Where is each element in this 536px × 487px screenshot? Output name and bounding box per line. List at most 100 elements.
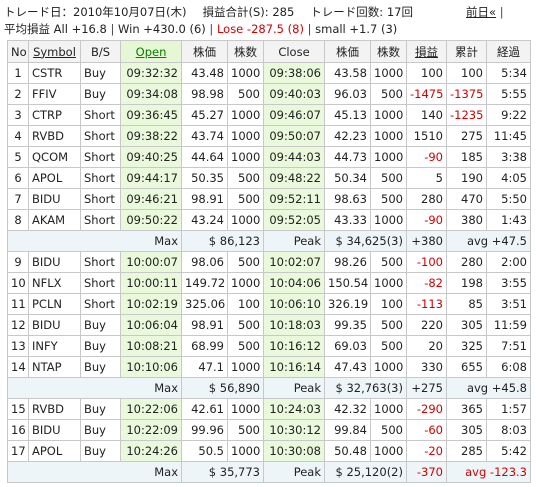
- cell-cumulative: 305: [446, 314, 487, 336]
- col-open[interactable]: Open: [120, 40, 182, 63]
- cell-no: 8: [7, 209, 29, 231]
- cell-symbol: QCOM: [28, 146, 81, 168]
- summary-header: トレード日：2010年10月07日(木) 損益合計(S): 285 トレード回数: …: [0, 0, 536, 40]
- cell-no: 14: [7, 356, 29, 378]
- summary-peak-value: $ 25,120(2): [324, 461, 407, 483]
- cell-open-shares: 1000: [227, 356, 264, 378]
- summary-group-total: +380: [406, 230, 447, 252]
- cell-pnl: 1510: [406, 125, 447, 147]
- cell-symbol: RVBD: [28, 125, 81, 147]
- col-open-price: 株価: [181, 40, 228, 63]
- cell-close-price: 150.54: [324, 272, 371, 294]
- cell-no: 15: [7, 398, 29, 420]
- cell-open-shares: 100: [227, 293, 264, 315]
- cell-symbol: APOL: [28, 440, 81, 462]
- cell-symbol: RVBD: [28, 398, 81, 420]
- cell-open-price: 99.96: [181, 419, 228, 441]
- cell-open-price: 98.91: [181, 188, 228, 210]
- cell-elapsed: 3:55: [486, 272, 531, 294]
- cell-close-shares: 500: [370, 419, 407, 441]
- cell-cumulative: 380: [446, 209, 487, 231]
- prev-day-link[interactable]: 前日«: [466, 5, 497, 19]
- cell-pnl: -82: [406, 272, 447, 294]
- cell-open-shares: 500: [227, 188, 264, 210]
- table-row: 7 BIDU Short 09:46:21 98.91 500 09:52:11 98.63 5…: [7, 188, 531, 210]
- cell-close-price: 42.23: [324, 125, 371, 147]
- cell-close-shares: 1000: [370, 146, 407, 168]
- cell-open-time: 09:34:08: [120, 83, 182, 105]
- cell-pnl: -1475: [406, 83, 447, 105]
- col-pnl[interactable]: 損益: [406, 40, 447, 63]
- cell-no: 16: [7, 419, 29, 441]
- cell-bs: Buy: [80, 398, 121, 420]
- cell-no: 13: [7, 335, 29, 357]
- cell-symbol: BIDU: [28, 251, 81, 273]
- col-cumulative: 累計: [446, 40, 487, 63]
- summary-peak-label: Peak: [263, 230, 325, 252]
- cell-cumulative: 85: [446, 293, 487, 315]
- cell-open-time: 10:08:21: [120, 335, 182, 357]
- cell-open-shares: 500: [227, 83, 264, 105]
- cell-pnl: 5: [406, 167, 447, 189]
- cell-bs: Buy: [80, 314, 121, 336]
- cell-elapsed: 11:59: [486, 314, 531, 336]
- cell-elapsed: 3:51: [486, 293, 531, 315]
- cell-pnl: 280: [406, 188, 447, 210]
- cell-open-price: 43.48: [181, 62, 228, 84]
- summary-max-label: Max: [7, 377, 182, 399]
- cell-open-price: 43.24: [181, 209, 228, 231]
- cell-bs: Short: [80, 104, 121, 126]
- cell-close-shares: 500: [370, 83, 407, 105]
- cell-pnl: -90: [406, 146, 447, 168]
- cell-elapsed: 4:05: [486, 167, 531, 189]
- table-row: 11 PCLN Short 10:02:19 325.06 100 10:06:10 326.…: [7, 293, 531, 315]
- cell-symbol: NTAP: [28, 356, 81, 378]
- cell-bs: Short: [80, 125, 121, 147]
- header-line-2: 平均損益 All +16.8 | Win +430.0 (6) | Lose -…: [4, 22, 398, 36]
- cell-close-price: 43.33: [324, 209, 371, 231]
- cell-symbol: BIDU: [28, 188, 81, 210]
- cell-close-shares: 1000: [370, 440, 407, 462]
- cell-close-shares: 1000: [370, 125, 407, 147]
- cell-open-shares: 1000: [227, 272, 264, 294]
- cell-elapsed: 5:42: [486, 440, 531, 462]
- cell-symbol: NFLX: [28, 272, 81, 294]
- col-symbol[interactable]: Symbol: [28, 40, 81, 63]
- col-open-shares: 株数: [227, 40, 264, 63]
- cell-symbol: CSTR: [28, 62, 81, 84]
- cell-symbol: AKAM: [28, 209, 81, 231]
- summary-group-avg: avg -123.3: [446, 461, 531, 483]
- trade-count: 17回: [386, 5, 413, 19]
- table-row: 15 RVBD Buy 10:22:06 42.61 1000 10:24:03 42.32 1…: [7, 398, 531, 420]
- cell-pnl: 220: [406, 314, 447, 336]
- table-row: 8 AKAM Short 09:50:22 43.24 1000 09:52:05 43.33…: [7, 209, 531, 231]
- cell-close-shares: 100: [370, 293, 407, 315]
- cell-open-shares: 1000: [227, 62, 264, 84]
- cell-bs: Short: [80, 251, 121, 273]
- cell-open-price: 98.91: [181, 314, 228, 336]
- pnl-total: 285: [272, 5, 295, 19]
- cell-cumulative: 285: [446, 440, 487, 462]
- cell-symbol: PCLN: [28, 293, 81, 315]
- cell-open-time: 09:36:45: [120, 104, 182, 126]
- cell-close-price: 99.35: [324, 314, 371, 336]
- cell-cumulative: 325: [446, 335, 487, 357]
- cell-bs: Short: [80, 188, 121, 210]
- cell-open-price: 68.99: [181, 335, 228, 357]
- cell-open-shares: 500: [227, 167, 264, 189]
- table-row: 12 BIDU Buy 10:06:04 98.91 500 10:18:03 99.35 50…: [7, 314, 531, 336]
- cell-close-price: 99.84: [324, 419, 371, 441]
- avg-win: Win +430.0 (6): [118, 22, 206, 36]
- cell-close-time: 09:50:07: [263, 125, 325, 147]
- cell-cumulative: 470: [446, 188, 487, 210]
- cell-close-time: 09:52:11: [263, 188, 325, 210]
- cell-cumulative: 198: [446, 272, 487, 294]
- summary-group-avg: avg +47.5: [446, 230, 531, 252]
- cell-close-shares: 1000: [370, 62, 407, 84]
- cell-close-price: 43.58: [324, 62, 371, 84]
- cell-no: 6: [7, 167, 29, 189]
- cell-pnl: 140: [406, 104, 447, 126]
- summary-peak-value: $ 34,625(3): [324, 230, 407, 252]
- cell-cumulative: -1375: [446, 83, 487, 105]
- cell-bs: Buy: [80, 83, 121, 105]
